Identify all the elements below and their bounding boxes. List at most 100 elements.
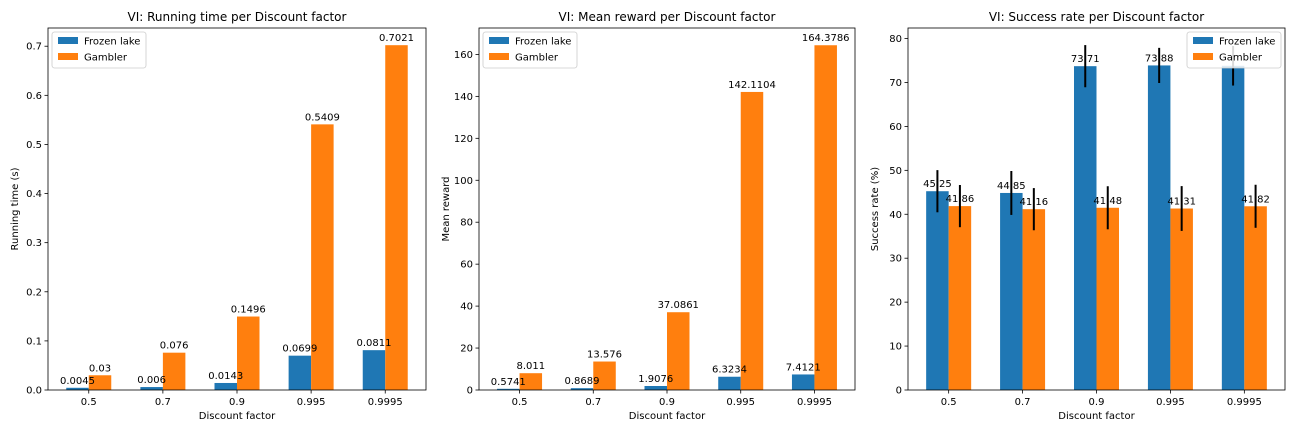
bar-gambler — [1244, 206, 1267, 390]
legend: Frozen lake Gambler — [482, 31, 578, 69]
legend-label: Frozen lake — [1219, 37, 1275, 48]
data-label: 6.3234 — [712, 365, 747, 376]
x-tick-label: 0.9 — [659, 397, 675, 408]
bar-gambler — [814, 45, 837, 391]
y-tick-label: 50 — [889, 166, 902, 177]
legend-swatch — [1193, 53, 1213, 60]
bar-frozen-lake — [1074, 66, 1097, 391]
y-tick-label: 80 — [889, 34, 902, 45]
chart-title: VI: Running time per Discount factor — [128, 10, 347, 24]
legend-label: Gambler — [1219, 53, 1263, 64]
chart-panel-2: VI: Mean reward per Discount factor 0.574… — [441, 10, 856, 422]
y-tick-label: 40 — [460, 302, 473, 313]
y-tick-label: 60 — [889, 122, 902, 133]
data-label: 0.03 — [89, 363, 111, 374]
data-label: 45.25 — [923, 179, 952, 190]
bar-gambler — [667, 312, 690, 390]
y-tick-label: 30 — [889, 254, 902, 265]
legend-swatch — [489, 53, 509, 60]
x-tick-label: 0.9 — [1089, 397, 1105, 408]
data-label: 73.88 — [1145, 53, 1174, 64]
y-tick-label: 120 — [454, 134, 473, 145]
data-label: 8.011 — [516, 361, 545, 372]
y-tick-label: 0.5 — [26, 140, 42, 151]
legend: Frozen lake Gambler — [1186, 31, 1282, 69]
x-tick-label: 0.7 — [1015, 397, 1031, 408]
legend-swatch — [58, 53, 78, 60]
x-tick-label: 0.995 — [1156, 397, 1185, 408]
bar-gambler — [1096, 207, 1119, 390]
data-label: 0.0143 — [208, 371, 243, 382]
data-label: 142.1104 — [728, 80, 776, 91]
bar-frozen-lake — [1221, 65, 1245, 390]
y-tick-label: 20 — [460, 344, 473, 355]
x-tick-label: 0.7 — [155, 397, 171, 408]
bar-frozen-lake — [926, 191, 949, 390]
x-axis-label: Discount factor — [629, 411, 706, 422]
data-label: 41.48 — [1093, 196, 1122, 207]
bar-frozen-lake — [644, 386, 667, 390]
data-label: 41.31 — [1167, 197, 1196, 208]
y-tick-label: 140 — [454, 92, 473, 103]
y-axis-label: Success rate (%) — [870, 167, 881, 251]
legend-label: Frozen lake — [515, 37, 571, 48]
legend: Frozen lake Gambler — [51, 31, 147, 69]
chart-title: VI: Mean reward per Discount factor — [559, 10, 776, 24]
legend-label: Frozen lake — [84, 37, 140, 48]
bar-gambler — [385, 45, 408, 390]
x-tick-label: 0.995 — [297, 397, 326, 408]
bar-gambler — [311, 124, 334, 391]
x-tick-label: 0.995 — [726, 397, 755, 408]
y-axis-label: Mean reward — [441, 176, 452, 241]
bar-gambler — [88, 375, 112, 390]
data-label: 41.82 — [1241, 194, 1270, 205]
bar-frozen-lake — [140, 387, 163, 390]
data-label: 0.5741 — [491, 377, 526, 388]
bar-frozen-lake — [288, 355, 312, 390]
legend-label: Gambler — [515, 53, 559, 64]
data-label: 41.86 — [946, 194, 975, 205]
bar-frozen-lake — [1000, 192, 1023, 390]
x-tick-label: 0.9995 — [797, 397, 832, 408]
x-tick-label: 0.5 — [941, 397, 957, 408]
bar-gambler — [162, 352, 186, 390]
y-tick-label: 0 — [467, 386, 473, 397]
data-label: 0.7021 — [379, 33, 414, 44]
chart-title: VI: Success rate per Discount factor — [989, 10, 1204, 24]
bar-gambler — [519, 373, 543, 390]
data-label: 0.8689 — [565, 376, 600, 387]
y-tick-label: 20 — [889, 298, 902, 309]
data-label: 7.4121 — [786, 362, 821, 373]
bar-frozen-lake — [497, 388, 520, 390]
y-tick-label: 70 — [889, 78, 902, 89]
legend-swatch — [1193, 37, 1213, 44]
legend-swatch — [489, 37, 509, 44]
bar-gambler — [237, 316, 260, 390]
data-label: 44.85 — [997, 181, 1026, 192]
x-tick-label: 0.9995 — [368, 397, 403, 408]
data-label: 0.0045 — [60, 376, 95, 387]
bar-gambler — [593, 361, 616, 390]
y-tick-label: 0.0 — [26, 386, 42, 397]
bar-frozen-lake — [214, 382, 237, 390]
x-tick-label: 0.7 — [585, 397, 601, 408]
y-axis-label: Running time (s) — [10, 167, 21, 250]
bar-frozen-lake — [791, 374, 815, 390]
x-axis-label: Discount factor — [199, 411, 276, 422]
chart-panel-1: VI: Running time per Discount factor0.00… — [10, 10, 427, 422]
y-tick-label: 100 — [454, 176, 473, 187]
data-label: 0.076 — [160, 341, 189, 352]
y-tick-label: 0.6 — [26, 91, 42, 102]
bar-gambler — [948, 206, 972, 390]
bar-frozen-lake — [1147, 65, 1171, 391]
legend-swatch — [58, 37, 78, 44]
data-label: 0.5409 — [305, 112, 340, 123]
y-tick-label: 0.7 — [26, 42, 42, 53]
x-tick-label: 0.9 — [229, 397, 245, 408]
data-label: 0.0699 — [282, 344, 317, 355]
bar-frozen-lake — [362, 350, 386, 390]
bar-frozen-lake — [570, 388, 594, 390]
x-axis-label: Discount factor — [1058, 411, 1135, 422]
bar-gambler — [1022, 209, 1046, 390]
